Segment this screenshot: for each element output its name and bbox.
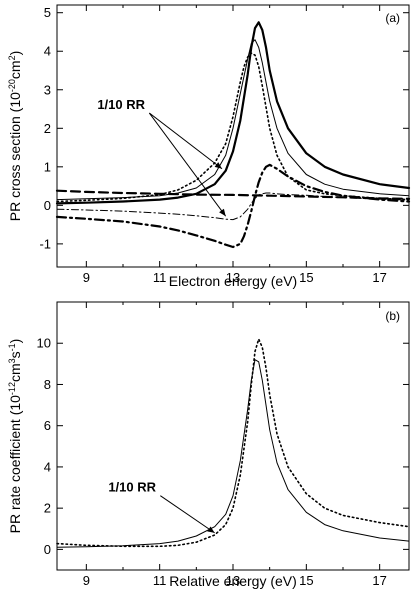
panel-a-ytick-label: -1 [39, 236, 51, 251]
panel-a-xtick-label: 15 [299, 270, 313, 285]
panel-b-ytick-label: 10 [37, 336, 51, 351]
panel-a-annotation-arrowhead [219, 208, 226, 217]
panel-a-series-solid-thin [56, 39, 410, 201]
panel-a-series-dotted [56, 52, 410, 203]
panel-a-ylabel-close: ) [7, 51, 23, 56]
panel-b-plot-frame [56, 301, 410, 571]
panel-b-ylabel-unit2: s [7, 351, 23, 358]
panel-a-ytick-label: 3 [44, 82, 51, 97]
panel-b-chart: 9 11 13 15 17 0 2 4 6 8 10 1/10 RR (b) Relative ene… [7, 301, 410, 589]
panel-b-ytick-label: 4 [44, 459, 51, 474]
panel-b-ytick-label: 8 [44, 377, 51, 392]
panel-b-ylabel-close: ) [7, 339, 23, 344]
panel-a-annotation-arrowhead [214, 162, 222, 169]
panel-b-ylabel-unit: cm [7, 363, 23, 382]
panel-a-ytick-label: 1 [44, 159, 51, 174]
panel-b-ytick-label: 2 [44, 501, 51, 516]
panel-a-series-dashed-thick [55, 189, 411, 200]
panel-a-xtick-label: 9 [83, 270, 90, 285]
panel-b-ylabel-unit2-exp: -1 [7, 343, 17, 351]
panel-a-annotation-label: 1/10 RR [97, 97, 145, 112]
panel-a-ylabel: PR cross section (10-20cm2) [7, 51, 23, 222]
panel-a-ytick-label: 4 [44, 44, 51, 59]
panel-b-marks: 9 11 13 15 17 0 2 4 6 8 10 1/10 RR [37, 302, 410, 588]
panel-b-xtick-label: 9 [83, 573, 90, 588]
panel-a-ylabel-text: PR cross section (10 [7, 92, 23, 221]
panel-a-series-solid-thick [55, 21, 411, 205]
panel-a-ytick-label: 2 [44, 121, 51, 136]
panel-a-annotation-arrow [149, 112, 223, 170]
panel-a-xlabel: Electron energy (eV) [169, 273, 297, 289]
panel-b-annotation-arrow [160, 495, 215, 534]
panel-b-series-solid-thin [56, 359, 410, 548]
panel-b-annotation-label: 1/10 RR [108, 480, 156, 495]
panel-a-xtick-label: 11 [153, 270, 167, 285]
panel-a-series-dashdot-thick [55, 163, 411, 249]
panel-b-ylabel: PR rate coefficient (10-12cm3s-1) [7, 339, 23, 534]
panel-b-ytick-label: 6 [44, 418, 51, 433]
panel-a-xtick-label: 13 [226, 270, 240, 285]
panel-a-label: (a) [385, 11, 400, 25]
panel-b-xtick-label: 17 [372, 573, 386, 588]
panel-b-ylabel-text: PR rate coefficient (10 [7, 395, 23, 533]
panel-a-ytick-label: 5 [44, 5, 51, 20]
panel-a-ylabel-unit-exp: 2 [7, 55, 17, 60]
panel-a-chart: 9 11 13 15 17 -1 0 1 2 3 4 5 1/10 RR (a) Electron en… [7, 4, 411, 289]
panel-b-ytick-label: 0 [44, 542, 51, 557]
panel-b-xlabel: Relative energy (eV) [169, 573, 297, 589]
panel-b-xtick-label: 15 [299, 573, 313, 588]
panel-b-xtick-label: 13 [226, 573, 240, 588]
panel-b-ylabel-exp: -12 [7, 382, 17, 395]
panel-b-annotation-arrowhead [207, 526, 215, 533]
panel-b-ylabel-unit-exp: 3 [7, 358, 17, 363]
panel-a-ytick-label: 0 [44, 198, 51, 213]
panel-a-marks: 9 11 13 15 17 -1 0 1 2 3 4 5 1/10 RR [39, 5, 411, 285]
panel-b-xtick-label: 11 [153, 573, 167, 588]
panel-b-series-dotted [56, 338, 410, 548]
panel-a-annotation-arrow [148, 112, 227, 217]
panel-a-xtick-label: 17 [372, 270, 386, 285]
panel-a-plot-frame [56, 4, 410, 268]
panel-a-ylabel-unit: cm [7, 60, 23, 79]
panel-a-series-dashdot-thin [56, 192, 410, 221]
panel-b-label: (b) [385, 309, 400, 323]
panel-a-ylabel-exp: -20 [7, 79, 17, 92]
